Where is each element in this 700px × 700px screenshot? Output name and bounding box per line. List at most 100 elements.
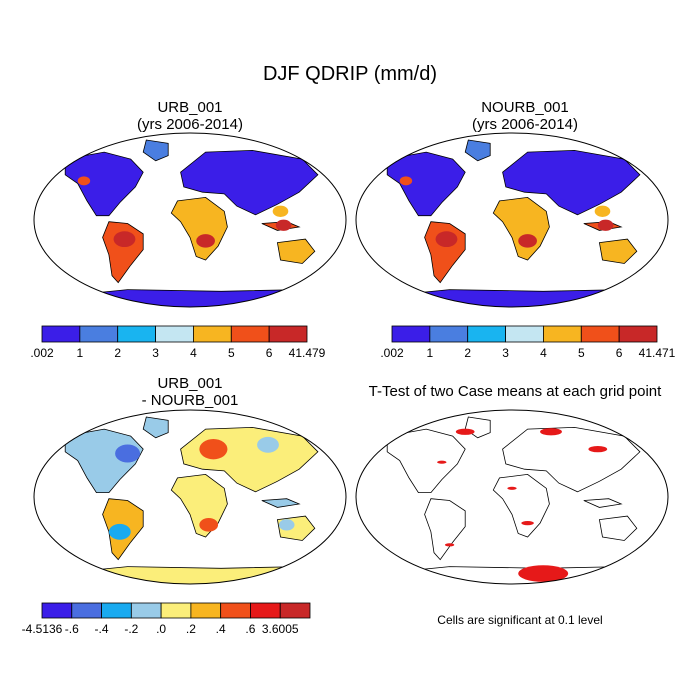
colorbar-0-box-3 <box>155 325 194 343</box>
field-blob-3-5 <box>278 519 295 531</box>
colorbar-1-tick-0: .002 <box>380 346 404 360</box>
indonesia-4 <box>583 498 623 508</box>
colorbar-1-box-5 <box>580 325 620 343</box>
panel2-title: NOURB_001 (yrs 2006-2014) <box>425 99 625 133</box>
colorbar-1-tick-2: 2 <box>464 346 472 360</box>
panel3-title-line1: URB_001 <box>157 375 223 392</box>
colorbar-0-box-5 <box>230 325 270 343</box>
field-blob-3-1 <box>199 438 228 460</box>
field-blob-3-4 <box>108 523 131 540</box>
map-border-1 <box>33 132 347 308</box>
colorbar-0-tick-3: 3 <box>152 346 159 360</box>
significant-cell-5 <box>521 521 534 526</box>
colorbar-0-box-0 <box>41 325 81 343</box>
greenland-4 <box>464 416 491 439</box>
antarctica-2 <box>370 289 653 307</box>
colorbar-0-tick-4: 4 <box>190 346 197 360</box>
colorbar-2-tick-0: -4.5136 <box>21 622 63 636</box>
colorbar-0-tick-6: 6 <box>265 346 273 360</box>
colorbar-0-box-2 <box>117 325 156 343</box>
colorbar-1-box-1 <box>429 325 469 343</box>
panel1-title-line1: URB_001 <box>157 99 223 116</box>
significant-cell-3 <box>437 460 447 464</box>
significant-cell-6 <box>444 543 455 547</box>
map-panel-1 <box>34 133 346 307</box>
colorbar-1-box-3 <box>505 325 544 343</box>
panel2-title-line1: NOURB_001 <box>481 99 569 116</box>
colorbar-1-box-6 <box>618 325 658 343</box>
northAmerica-1 <box>64 151 144 217</box>
eurasia-1 <box>180 149 319 216</box>
colorbar-2-box-1 <box>71 602 102 619</box>
significant-cell-1 <box>540 428 562 436</box>
colorbar-0-tick-2: 2 <box>114 346 122 360</box>
colorbar-2-tick-4: .0 <box>156 622 167 636</box>
field-blob-3-2 <box>257 436 279 453</box>
colorbar-2-box-0 <box>41 602 73 619</box>
colorbar-2-tick-6: .4 <box>215 622 226 636</box>
map-panel-4 <box>356 410 668 584</box>
indonesia-3 <box>261 498 301 508</box>
field-blob-1-4 <box>272 205 289 217</box>
colorbar-0-box-1 <box>79 325 119 343</box>
field-blob-3-3 <box>199 518 219 532</box>
field-blob-1-2 <box>275 219 292 231</box>
eurasia-2 <box>502 149 641 216</box>
map-panel-2 <box>356 133 668 307</box>
field-blob-1-1 <box>196 234 215 248</box>
panel3-title: URB_001 - NOURB_001 <box>90 375 290 409</box>
greenland-2 <box>464 139 491 162</box>
colorbar-1-box-2 <box>467 325 506 343</box>
colorbar-0-box-6 <box>268 325 308 343</box>
panel1-title: URB_001 (yrs 2006-2014) <box>90 99 290 133</box>
colorbar-0-box-4 <box>193 325 232 343</box>
panel1-title-line2: (yrs 2006-2014) <box>137 116 243 133</box>
significant-cell-2 <box>588 446 608 453</box>
colorbar-1-tick-6: 6 <box>615 346 623 360</box>
panel2-title-line2: (yrs 2006-2014) <box>472 116 578 133</box>
significant-cell-0 <box>455 428 475 435</box>
greenland-3 <box>142 416 169 439</box>
antarctica-1 <box>48 289 331 307</box>
greenland-1 <box>142 139 169 162</box>
colorbar-2-box-2 <box>101 602 132 619</box>
map-panel-3 <box>34 410 346 584</box>
figure-title: DJF QDRIP (mm/d) <box>262 63 438 85</box>
colorbar-1-tick-7: 41.471 <box>638 346 676 360</box>
australia-4 <box>598 515 638 541</box>
significant-cell-4 <box>507 486 517 490</box>
northAmerica-4 <box>386 428 466 493</box>
map-border-3 <box>33 409 347 585</box>
map-border-4 <box>355 409 669 585</box>
colorbar-1-box-0 <box>391 325 431 343</box>
colorbar-2-box-4 <box>160 602 192 619</box>
colorbar-2-tick-7: .6 <box>245 622 256 636</box>
colorbar-2-box-6 <box>220 602 251 619</box>
colorbar-2-tick-5: .2 <box>185 622 196 636</box>
colorbar-2-box-3 <box>130 602 162 619</box>
colorbar-2-tick-3: -.2 <box>124 622 139 636</box>
field-blob-2-2 <box>597 219 614 231</box>
southAmerica-4 <box>424 498 466 561</box>
field-blob-2-0 <box>435 231 458 248</box>
field-blob-2-1 <box>518 234 537 248</box>
field-blob-2-4 <box>594 205 611 217</box>
colorbar-2-box-5 <box>190 602 222 619</box>
panel3-title-line2: - NOURB_001 <box>141 392 239 409</box>
northAmerica-2 <box>386 151 466 217</box>
ocean-4 <box>356 410 668 584</box>
field-blob-1-0 <box>113 231 136 248</box>
colorbar-2-box-7 <box>250 602 281 619</box>
africa-4 <box>492 473 550 538</box>
field-blob-2-3 <box>399 176 413 186</box>
colorbar-2-tick-1: -.6 <box>64 622 79 636</box>
colorbar-1-tick-5: 5 <box>577 346 585 360</box>
significant-cell-7 <box>518 565 569 582</box>
colorbar-0-tick-5: 5 <box>227 346 235 360</box>
colorbar-1-tick-1: 1 <box>426 346 434 360</box>
map-border-2 <box>355 132 669 308</box>
colorbar-1-box-4 <box>543 325 582 343</box>
eurasia-4 <box>502 426 641 493</box>
colorbar-0-tick-0: .002 <box>30 346 54 360</box>
